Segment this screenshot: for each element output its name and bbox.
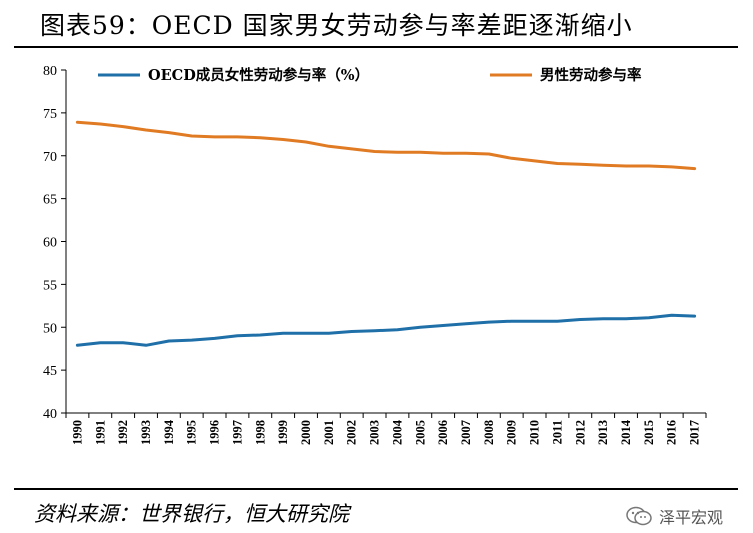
y-tick-label: 70 [43,150,57,165]
page-title: 图表59：OECD 国家男女劳动参与率差距逐渐缩小 [40,11,633,40]
y-tick-label: 55 [43,278,57,293]
source-note: 资料来源：世界银行，恒大研究院 [34,502,349,526]
x-tick-label: 2004 [390,419,404,445]
legend-label: 男性劳动参与率 [540,66,642,84]
x-tick-label: 2002 [345,420,359,445]
x-tick-label: 2008 [482,420,496,445]
x-tick-label: 1992 [116,420,130,445]
legend-label: OECD成员女性劳动参与率（%） [148,66,369,84]
wechat-icon [626,506,652,526]
y-tick-label: 45 [43,364,57,379]
y-tick-label: 60 [43,236,57,251]
x-tick-label: 1999 [276,420,290,445]
watermark-text: 泽平宏观 [659,508,724,527]
y-tick-label: 75 [43,107,57,122]
x-tick-label: 1997 [230,420,244,445]
x-tick-label: 1990 [70,420,84,445]
x-tick-label: 1991 [93,420,107,445]
x-tick-label: 2017 [688,420,702,445]
x-tick-label: 2015 [642,420,656,445]
x-tick-label: 2016 [665,420,679,445]
y-tick-label: 80 [43,64,57,79]
x-tick-label: 2007 [459,420,473,445]
title-rule [14,46,738,48]
x-tick-label: 2005 [413,420,427,445]
x-tick-label: 1998 [253,420,267,445]
chart-legend: OECD成员女性劳动参与率（%） 男性劳动参与率 [98,66,642,84]
x-tick-label: 1995 [185,420,199,445]
x-tick-label: 2013 [596,420,610,445]
x-tick-label: 2001 [322,420,336,445]
y-tick-label: 65 [43,193,57,208]
x-tick-label: 2009 [505,420,519,445]
source-rule [14,488,738,490]
y-tick-label: 40 [43,407,57,422]
watermark: 泽平宏观 [625,504,723,528]
x-tick-label: 2012 [573,420,587,445]
x-tick-label: 2014 [619,419,633,445]
x-tick-label: 1994 [162,419,176,445]
y-tick-label: 50 [43,321,57,336]
series-line-male [75,120,697,171]
chart-series [75,120,697,347]
x-tick-label: 1993 [139,420,153,445]
x-tick-label: 1996 [208,420,222,445]
x-tick-label: 2011 [550,420,564,444]
x-tick-label: 2003 [368,420,382,445]
x-tick-label: 2000 [299,420,313,445]
chart-axes: 40 45 50 55 60 65 70 75 80 1990 1991 1992 1993 1994 19… [43,64,707,445]
x-tick-label: 2010 [528,420,542,445]
series-line-female [75,313,697,347]
x-tick-label: 2006 [436,420,450,445]
